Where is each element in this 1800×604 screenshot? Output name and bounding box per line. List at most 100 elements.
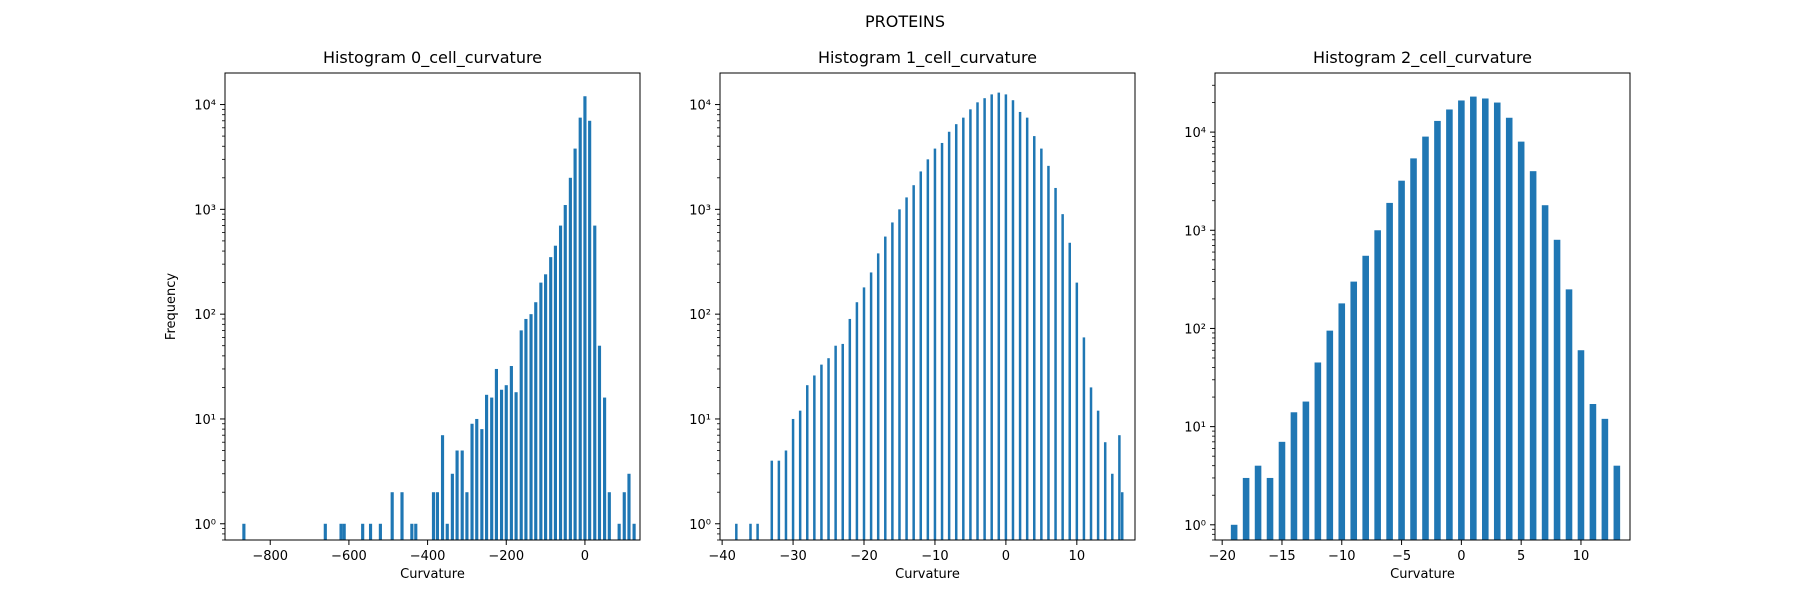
- y-tick-label: 10³: [1184, 224, 1206, 239]
- histogram-bar: [1374, 230, 1381, 540]
- histogram-bar: [1362, 255, 1369, 540]
- axes-frame: [224, 72, 641, 541]
- histogram-bar: [485, 394, 489, 540]
- histogram-bar: [1458, 100, 1465, 540]
- histogram-bar: [440, 435, 445, 540]
- histogram-bar: [813, 375, 816, 540]
- histogram-bar: [1025, 117, 1029, 540]
- histogram-bar: [494, 368, 498, 540]
- histogram-bar: [891, 222, 894, 540]
- histogram-bar: [339, 523, 343, 540]
- histogram-bar: [1118, 435, 1121, 540]
- histogram-bar: [997, 92, 1001, 541]
- histogram-bar: [912, 185, 915, 540]
- histogram-bar: [1011, 100, 1015, 541]
- histogram-bar: [539, 282, 543, 540]
- histogram-bar: [553, 245, 557, 540]
- histogram-bar: [627, 473, 631, 540]
- histogram-bar: [1082, 337, 1086, 540]
- histogram-bar: [378, 523, 382, 540]
- histogram-bar: [1386, 202, 1393, 540]
- histogram-bar: [905, 197, 908, 540]
- histogram-bar: [1230, 524, 1238, 540]
- y-tick-label: 10²: [689, 308, 711, 323]
- x-tick-label: −40: [708, 549, 735, 564]
- histogram-bar: [976, 102, 979, 540]
- histogram-bar: [834, 345, 837, 540]
- histogram-bar: [962, 117, 965, 540]
- panel-title: Histogram 2_cell_curvature: [1313, 48, 1532, 68]
- histogram-bar: [869, 272, 873, 540]
- y-tick-label: 10³: [194, 203, 216, 218]
- histogram-bar: [450, 473, 454, 540]
- histogram-bar: [1482, 98, 1489, 541]
- histogram-bar: [455, 450, 459, 540]
- histogram-bar: [1068, 242, 1071, 540]
- histogram-bar: [414, 523, 418, 540]
- histogram-bar: [563, 205, 567, 540]
- y-tick-label: 10¹: [1184, 421, 1206, 436]
- histogram-bar: [848, 318, 852, 540]
- histogram-bar: [470, 423, 474, 540]
- histogram-bar: [597, 345, 602, 540]
- histogram-bar: [514, 392, 518, 540]
- x-tick-label: −800: [252, 549, 288, 564]
- x-tick-label: 0: [1002, 549, 1010, 564]
- histogram-bar: [361, 523, 365, 540]
- histogram-bar: [499, 389, 504, 540]
- histogram-bar: [588, 120, 592, 540]
- histogram-panel-0: −800 −600 −400 −200 0 10⁰ 10¹ 10² 10³ 10⁴ Histogra…: [164, 48, 641, 582]
- histogram-bar: [544, 274, 548, 540]
- histogram-bar: [1120, 492, 1124, 540]
- histogram-bar: [1302, 401, 1310, 540]
- x-tick-label: −10: [1328, 549, 1355, 564]
- histogram-bar: [876, 253, 880, 540]
- x-axis-label: Curvature: [895, 567, 960, 582]
- y-tick-label: 10⁴: [689, 99, 711, 114]
- histogram-bar: [368, 523, 373, 540]
- histogram-bar: [632, 523, 636, 540]
- histogram-bar: [242, 523, 246, 540]
- histogram-bar: [1446, 109, 1453, 540]
- histogram-bar: [607, 492, 611, 540]
- histogram-bar: [777, 460, 781, 540]
- histogram-bar: [1529, 171, 1537, 541]
- x-tick-label: −200: [488, 549, 524, 564]
- histogram-bar: [770, 460, 774, 540]
- panel-title: Histogram 1_cell_curvature: [818, 48, 1037, 68]
- y-tick-label: 10²: [1184, 322, 1206, 337]
- x-tick-label: −10: [921, 549, 948, 564]
- y-tick-label: 10⁰: [194, 518, 216, 533]
- histogram-bar: [1111, 473, 1114, 540]
- histogram-bar: [549, 257, 553, 540]
- histogram-bar: [784, 450, 788, 540]
- histogram-bar: [465, 492, 469, 540]
- histogram-bar: [1541, 205, 1549, 540]
- y-tick-label: 10⁴: [194, 99, 216, 114]
- histogram-bar: [603, 397, 607, 540]
- histogram-bar: [1075, 282, 1079, 540]
- histogram-bar: [435, 492, 439, 540]
- histogram-bar: [558, 225, 563, 540]
- histogram-bar: [1033, 136, 1036, 540]
- histogram-bar: [342, 523, 346, 540]
- histogram-bar: [534, 302, 538, 540]
- histogram-bar: [475, 418, 479, 540]
- histogram-bar: [568, 177, 572, 541]
- histogram-bar: [1054, 187, 1057, 540]
- histogram-bar: [519, 330, 523, 540]
- histogram-bar: [1004, 94, 1008, 540]
- y-axis-label: Frequency: [164, 273, 179, 340]
- y-tick-label: 10²: [194, 308, 216, 323]
- histogram-bar: [1103, 442, 1107, 540]
- histogram-bar: [1505, 117, 1513, 540]
- x-axis-label: Curvature: [400, 567, 465, 582]
- x-tick-label: −400: [410, 549, 446, 564]
- histogram-bar: [490, 397, 494, 540]
- histogram-bar: [529, 314, 533, 540]
- histogram-bar: [841, 343, 844, 540]
- histogram-bar: [410, 523, 414, 540]
- histogram-panel-1: −40 −30 −20 −10 0 10 10⁰ 10¹ 10² 10³ 10⁴ Histogram …: [689, 48, 1136, 582]
